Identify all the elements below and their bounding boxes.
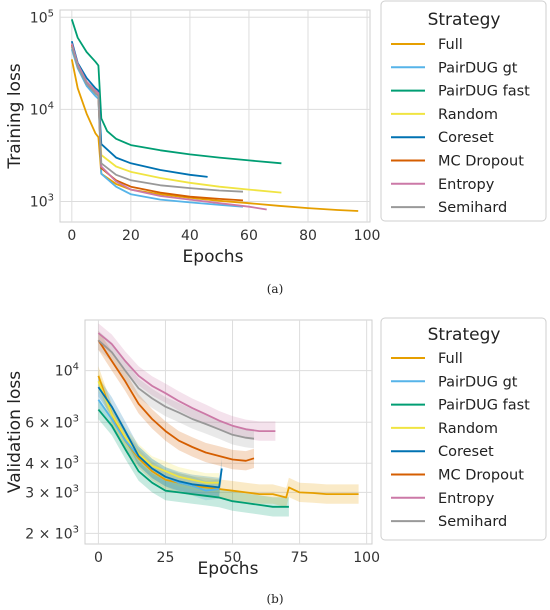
legend-label: Entropy bbox=[438, 177, 495, 193]
x-tick-label: 0 bbox=[94, 550, 103, 566]
legend-box bbox=[380, 317, 547, 541]
y-tick-label: 105 bbox=[30, 8, 54, 26]
legend-entry: PairDUG gt bbox=[391, 60, 518, 76]
x-tick-labels: 0 25 50 75 100 bbox=[94, 550, 380, 566]
x-tick-label: 50 bbox=[224, 550, 242, 566]
series-lines bbox=[70, 19, 359, 212]
legend-entry: Entropy bbox=[391, 177, 495, 193]
legend-label: Random bbox=[438, 421, 498, 437]
validation-loss-chart: 0 25 50 75 100 2 × 103 3 × 103 4 × 103 6 × 103 1… bbox=[5, 317, 547, 606]
legend-entry: Semihard bbox=[391, 514, 507, 530]
y-tick-label: 104 bbox=[55, 362, 79, 380]
band-entropy bbox=[98, 323, 276, 441]
legend-entry: Random bbox=[391, 421, 498, 437]
legend-label: Random bbox=[438, 107, 498, 123]
legend-box bbox=[380, 0, 547, 222]
x-tick-label: 80 bbox=[299, 228, 317, 244]
panel-label: (a) bbox=[267, 282, 284, 296]
legend-label: PairDUG fast bbox=[438, 84, 530, 100]
legend-entry: Random bbox=[391, 107, 498, 123]
legend: Strategy Full PairDUG gt PairDUG fast Rando… bbox=[380, 0, 547, 222]
x-tick-labels: 0 20 40 60 80 100 bbox=[67, 228, 380, 244]
legend-title: Strategy bbox=[428, 10, 501, 30]
legend-entries: Full PairDUG gt PairDUG fast Random Coreset M… bbox=[391, 351, 530, 530]
series-lines bbox=[97, 332, 359, 508]
legend-label: MC Dropout bbox=[438, 468, 524, 484]
series-line-semihard bbox=[70, 46, 244, 193]
x-tick-label: 60 bbox=[240, 228, 258, 244]
legend-entry: Full bbox=[391, 351, 463, 367]
training-loss-chart: 0 20 40 60 80 100 103 104 105 Epochs Training l… bbox=[5, 0, 547, 296]
legend-label: Entropy bbox=[438, 491, 495, 507]
legend-label: Coreset bbox=[438, 130, 494, 146]
y-tick-labels: 103 104 105 bbox=[30, 8, 54, 210]
legend-entry: Semihard bbox=[391, 200, 507, 216]
series-line-mc-dropout bbox=[97, 339, 255, 462]
series-line-coreset bbox=[97, 386, 223, 489]
legend-entry: PairDUG fast bbox=[391, 84, 530, 100]
legend-label: Full bbox=[438, 37, 463, 53]
legend-entry: Coreset bbox=[391, 130, 494, 146]
y-tick-label: 103 bbox=[30, 193, 54, 211]
legend-entry: PairDUG gt bbox=[391, 374, 518, 390]
series-line-pairdug-gt bbox=[70, 48, 244, 208]
y-tick-label: 3 × 103 bbox=[25, 483, 79, 501]
y-axis-label: Training loss bbox=[5, 63, 25, 169]
series-line-pairdug-fast bbox=[70, 19, 282, 165]
legend-entry: MC Dropout bbox=[391, 154, 524, 170]
legend-entries: Full PairDUG gt PairDUG fast Random Coreset M… bbox=[391, 37, 530, 216]
x-tick-label: 40 bbox=[181, 228, 199, 244]
y-tick-label: 4 × 103 bbox=[25, 454, 79, 472]
x-tick-label: 100 bbox=[353, 550, 380, 566]
series-line-entropy bbox=[97, 332, 276, 432]
y-tick-label: 6 × 103 bbox=[25, 413, 79, 431]
x-tick-label: 0 bbox=[67, 228, 76, 244]
legend-entry: Coreset bbox=[391, 444, 494, 460]
band-pairdug-fast bbox=[98, 400, 289, 517]
x-tick-label: 20 bbox=[122, 228, 140, 244]
x-tick-label: 25 bbox=[157, 550, 175, 566]
legend-title: Strategy bbox=[428, 325, 501, 345]
legend-entry: Full bbox=[391, 37, 463, 53]
legend-label: PairDUG fast bbox=[438, 398, 530, 414]
band-mc-dropout bbox=[98, 330, 255, 471]
y-tick-label: 104 bbox=[30, 100, 54, 118]
legend-label: Semihard bbox=[438, 514, 507, 530]
x-tick-label: 100 bbox=[354, 228, 381, 244]
panel-label: (b) bbox=[266, 592, 283, 606]
legend: Strategy Full PairDUG gt PairDUG fast Rando… bbox=[380, 317, 547, 541]
x-axis-label: Epochs bbox=[183, 247, 244, 267]
legend-label: PairDUG gt bbox=[438, 374, 518, 390]
x-axis-label: Epochs bbox=[198, 559, 259, 579]
grid bbox=[85, 320, 372, 544]
legend-label: MC Dropout bbox=[438, 154, 524, 170]
series-line-entropy bbox=[70, 43, 267, 211]
y-tick-labels: 2 × 103 3 × 103 4 × 103 6 × 103 104 bbox=[25, 362, 79, 543]
legend-entry: MC Dropout bbox=[391, 468, 524, 484]
series-line-pairdug-fast bbox=[97, 409, 289, 508]
series-line-random bbox=[97, 380, 220, 484]
legend-entry: PairDUG fast bbox=[391, 398, 530, 414]
series-line-full bbox=[97, 375, 359, 499]
legend-label: PairDUG gt bbox=[438, 60, 518, 76]
legend-label: Full bbox=[438, 351, 463, 367]
series-line-semihard bbox=[97, 339, 255, 440]
plot-area bbox=[84, 319, 373, 545]
band-full bbox=[98, 366, 359, 508]
x-tick-label: 75 bbox=[291, 550, 309, 566]
legend-label: Coreset bbox=[438, 444, 494, 460]
legend-entry: Entropy bbox=[391, 491, 495, 507]
legend-label: Semihard bbox=[438, 200, 507, 216]
y-axis-label: Validation loss bbox=[5, 371, 25, 493]
y-tick-label: 2 × 103 bbox=[25, 524, 79, 542]
